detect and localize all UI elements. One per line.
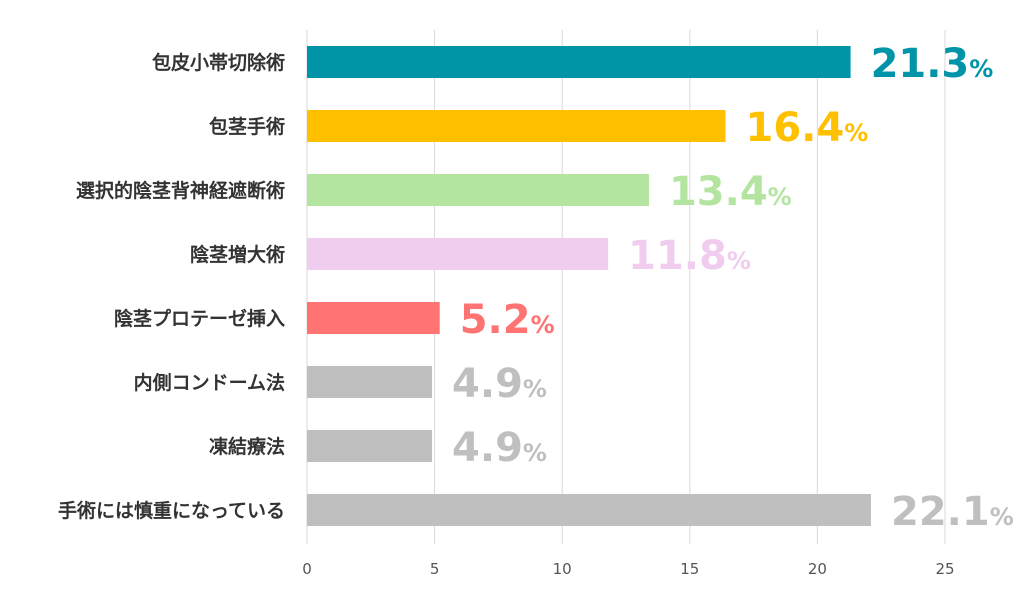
bar [307, 366, 433, 398]
x-tick-label: 5 [430, 560, 440, 578]
bar [307, 110, 726, 142]
value-number: 13.4 [669, 169, 768, 215]
value-label: 11.8% [628, 233, 751, 279]
value-number: 4.9 [452, 425, 523, 471]
value-unit: % [990, 503, 1014, 531]
value-unit: % [727, 247, 751, 275]
value-unit: % [523, 375, 547, 403]
x-tick-label: 25 [935, 560, 954, 578]
category-label: 陰茎増大術 [190, 243, 285, 266]
gridlines [306, 30, 946, 544]
x-tick-label: 10 [553, 560, 572, 578]
value-label: 22.1% [891, 489, 1014, 535]
category-labels: 包皮小帯切除術包茎手術選択的陰茎背神経遮断術陰茎増大術陰茎プロテーゼ挿入内側コン… [58, 51, 285, 522]
value-number: 4.9 [452, 361, 523, 407]
value-label: 4.9% [452, 361, 547, 407]
bar [307, 174, 649, 206]
value-unit: % [768, 183, 792, 211]
bar [307, 430, 433, 462]
category-label: 包皮小帯切除術 [152, 51, 285, 74]
value-number: 16.4 [746, 105, 845, 151]
category-label: 凍結療法 [209, 435, 285, 458]
value-number: 22.1 [891, 489, 990, 535]
value-label: 4.9% [452, 425, 547, 471]
value-number: 5.2 [460, 297, 531, 343]
value-label: 5.2% [460, 297, 555, 343]
value-label: 16.4% [746, 105, 869, 151]
value-number: 21.3 [871, 41, 970, 87]
x-tick-label: 15 [680, 560, 699, 578]
category-label: 内側コンドーム法 [134, 371, 285, 394]
value-number: 11.8 [628, 233, 727, 279]
x-tick-label: 20 [808, 560, 827, 578]
category-label: 陰茎プロテーゼ挿入 [114, 307, 285, 330]
bars [307, 46, 871, 526]
x-tick-label: 0 [302, 560, 312, 578]
bar [307, 46, 851, 78]
category-label: 手術には慎重になっている [58, 499, 285, 522]
value-unit: % [969, 55, 993, 83]
value-unit: % [531, 311, 555, 339]
category-label: 包茎手術 [209, 115, 285, 138]
value-labels: 21.3%16.4%13.4%11.8%5.2%4.9%4.9%22.1% [452, 41, 1014, 535]
bar [307, 494, 871, 526]
value-unit: % [523, 439, 547, 467]
x-axis-ticks: 0 5 10 15 20 25 [302, 560, 954, 578]
value-label: 13.4% [669, 169, 792, 215]
bar [307, 238, 609, 270]
bar [307, 302, 440, 334]
value-label: 21.3% [871, 41, 994, 87]
category-label: 選択的陰茎背神経遮断術 [76, 179, 285, 202]
value-unit: % [844, 119, 868, 147]
